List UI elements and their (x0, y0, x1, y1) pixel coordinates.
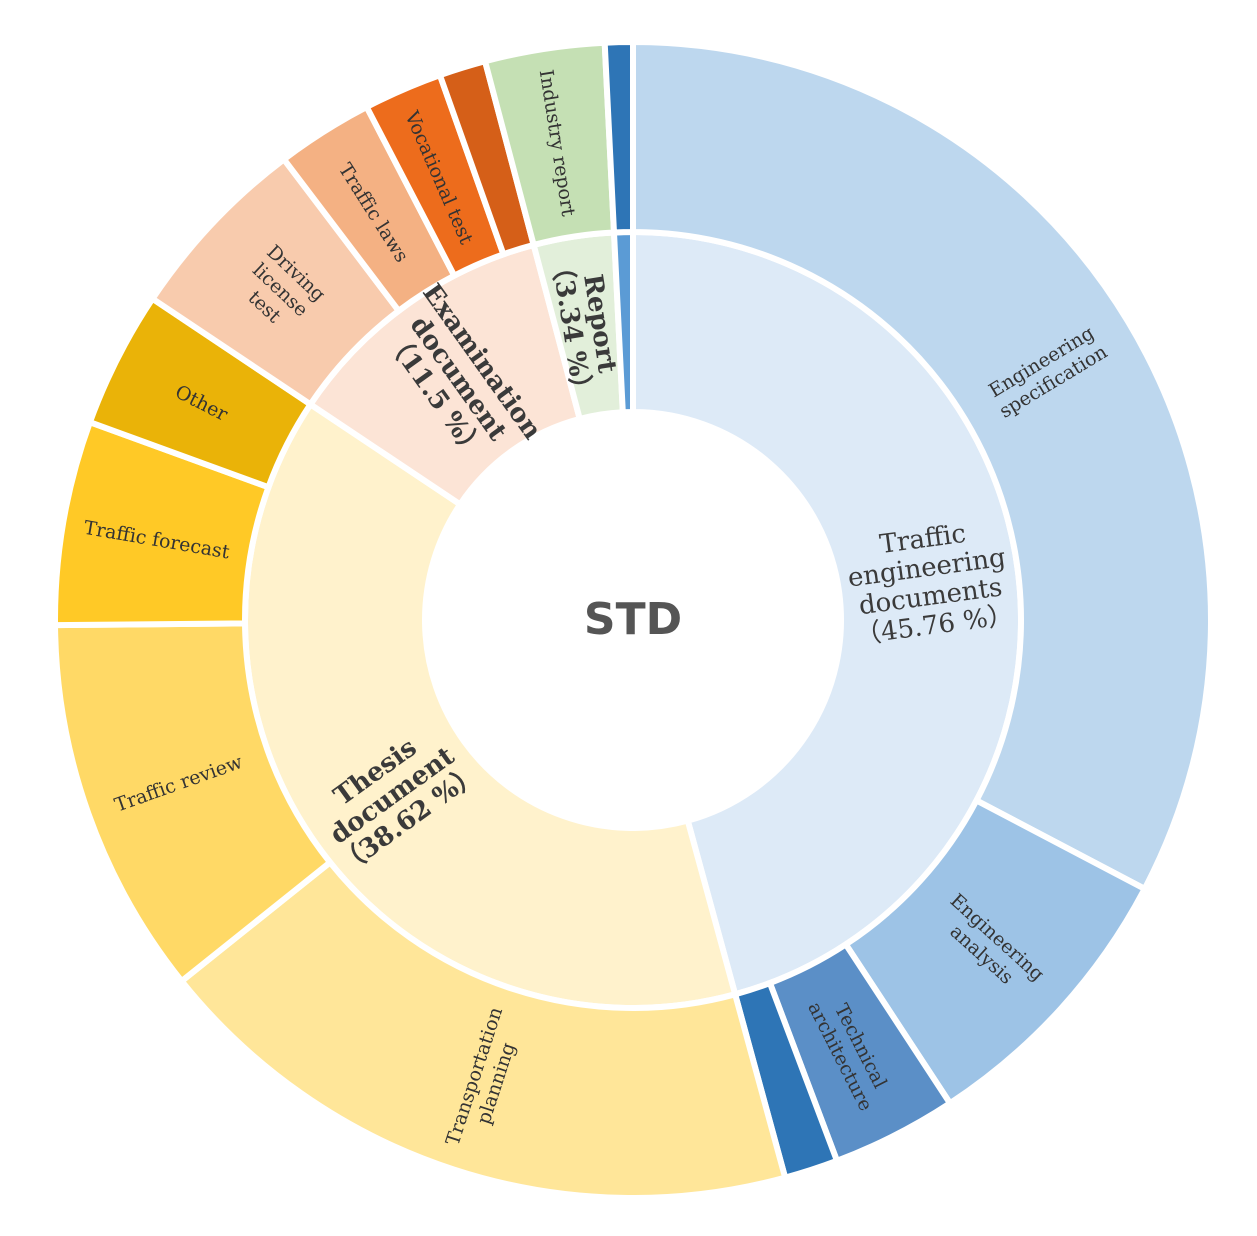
inner-label-traffic: Trafficengineeringdocuments（45.76 %） (842, 514, 1016, 651)
inner-ring (242, 228, 1024, 1011)
outer-segment-engineering-specification (630, 38, 1214, 893)
center-label: STD (584, 594, 682, 645)
outer-ring (51, 38, 1214, 1201)
outer-segment-transportation-planning (177, 858, 789, 1201)
outer-segment-unlabeled-13 (601, 38, 636, 236)
